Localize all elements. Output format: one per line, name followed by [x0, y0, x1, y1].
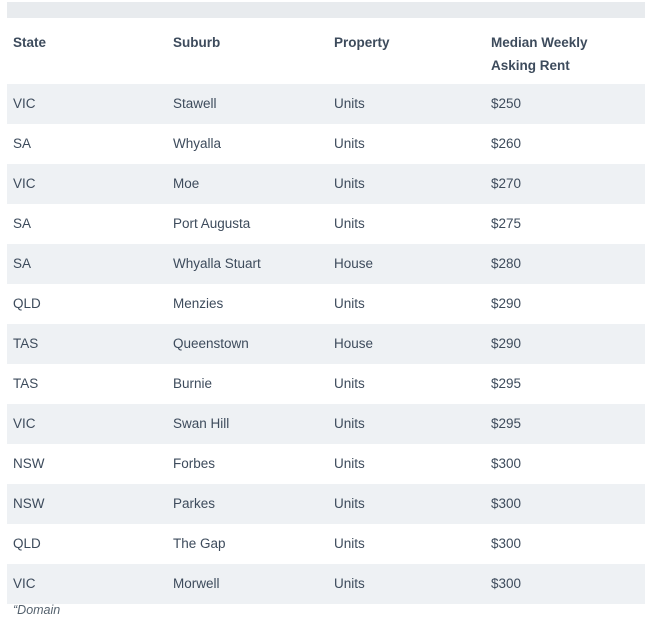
cell-state: NSW [13, 496, 45, 511]
cell-property: Units [334, 136, 365, 151]
cell-property: House [334, 256, 374, 271]
cell-rent: $280 [491, 256, 522, 271]
cell-suburb: Swan Hill [173, 416, 230, 431]
cell-property: Units [334, 536, 365, 551]
column-header-property: Property [328, 18, 485, 84]
cell-rent: $290 [491, 336, 522, 351]
cell-state: TAS [13, 376, 39, 391]
cell-suburb: Burnie [173, 376, 213, 391]
table-body: VIC Stawell Units $250 SA Whyalla Units … [7, 84, 645, 604]
column-header-state: State [7, 18, 167, 84]
cell-state: QLD [13, 536, 41, 551]
cell-suburb: Moe [173, 176, 200, 191]
cell-property: Units [334, 216, 365, 231]
cell-rent: $300 [491, 496, 522, 511]
table-row: TAS Burnie Units $295 [7, 364, 645, 404]
cell-state: SA [13, 216, 32, 231]
cell-suburb: Forbes [173, 456, 216, 471]
cell-state: NSW [13, 456, 45, 471]
table-row: SA Whyalla Units $260 [7, 124, 645, 164]
table-row: TAS Queenstown House $290 [7, 324, 645, 364]
cell-suburb: Whyalla Stuart [173, 256, 261, 271]
cell-property: Units [334, 576, 365, 591]
cell-state: VIC [13, 176, 36, 191]
cell-property: Units [334, 496, 365, 511]
cell-rent: $300 [491, 456, 522, 471]
table-row: NSW Forbes Units $300 [7, 444, 645, 484]
cell-state: VIC [13, 416, 36, 431]
cell-property: Units [334, 296, 365, 311]
cell-rent: $275 [491, 216, 522, 231]
table-row: VIC Moe Units $270 [7, 164, 645, 204]
cell-suburb: Whyalla [173, 136, 222, 151]
cell-property: Units [334, 376, 365, 391]
table-row: VIC Morwell Units $300 [7, 564, 645, 604]
cell-suburb: Stawell [173, 96, 217, 111]
cell-rent: $295 [491, 416, 522, 431]
median-rent-table: State Suburb Property Median Weekly Aski… [7, 18, 645, 604]
cell-rent: $250 [491, 96, 522, 111]
cell-state: VIC [13, 96, 36, 111]
cell-property: Units [334, 416, 365, 431]
cell-rent: $290 [491, 296, 522, 311]
cell-rent: $260 [491, 136, 522, 151]
rent-table-container: State Suburb Property Median Weekly Aski… [7, 18, 645, 604]
cell-property: Units [334, 96, 365, 111]
top-divider-bar [7, 2, 645, 18]
cell-state: SA [13, 256, 32, 271]
column-header-rent: Median Weekly Asking Rent [485, 18, 645, 84]
cell-rent: $295 [491, 376, 522, 391]
cell-suburb: Queenstown [173, 336, 249, 351]
cell-state: QLD [13, 296, 41, 311]
cell-property: Units [334, 456, 365, 471]
table-row: VIC Stawell Units $250 [7, 84, 645, 124]
cell-state: VIC [13, 576, 36, 591]
table-row: SA Whyalla Stuart House $280 [7, 244, 645, 284]
cell-suburb: The Gap [173, 536, 226, 551]
table-row: SA Port Augusta Units $275 [7, 204, 645, 244]
table-row: VIC Swan Hill Units $295 [7, 404, 645, 444]
table-row: NSW Parkes Units $300 [7, 484, 645, 524]
cell-rent: $300 [491, 576, 522, 591]
cell-rent: $300 [491, 536, 522, 551]
table-header: State Suburb Property Median Weekly Aski… [7, 18, 645, 84]
cell-property: House [334, 336, 374, 351]
cell-suburb: Menzies [173, 296, 224, 311]
header-row: State Suburb Property Median Weekly Aski… [7, 18, 645, 84]
table-row: QLD The Gap Units $300 [7, 524, 645, 564]
table-row: QLD Menzies Units $290 [7, 284, 645, 324]
cell-state: TAS [13, 336, 39, 351]
cell-state: SA [13, 136, 32, 151]
cell-suburb: Port Augusta [173, 216, 251, 231]
cell-suburb: Parkes [173, 496, 216, 511]
source-attribution: “Domain [13, 603, 61, 617]
cell-rent: $270 [491, 176, 522, 191]
column-header-suburb: Suburb [167, 18, 328, 84]
cell-property: Units [334, 176, 365, 191]
cell-suburb: Morwell [173, 576, 220, 591]
